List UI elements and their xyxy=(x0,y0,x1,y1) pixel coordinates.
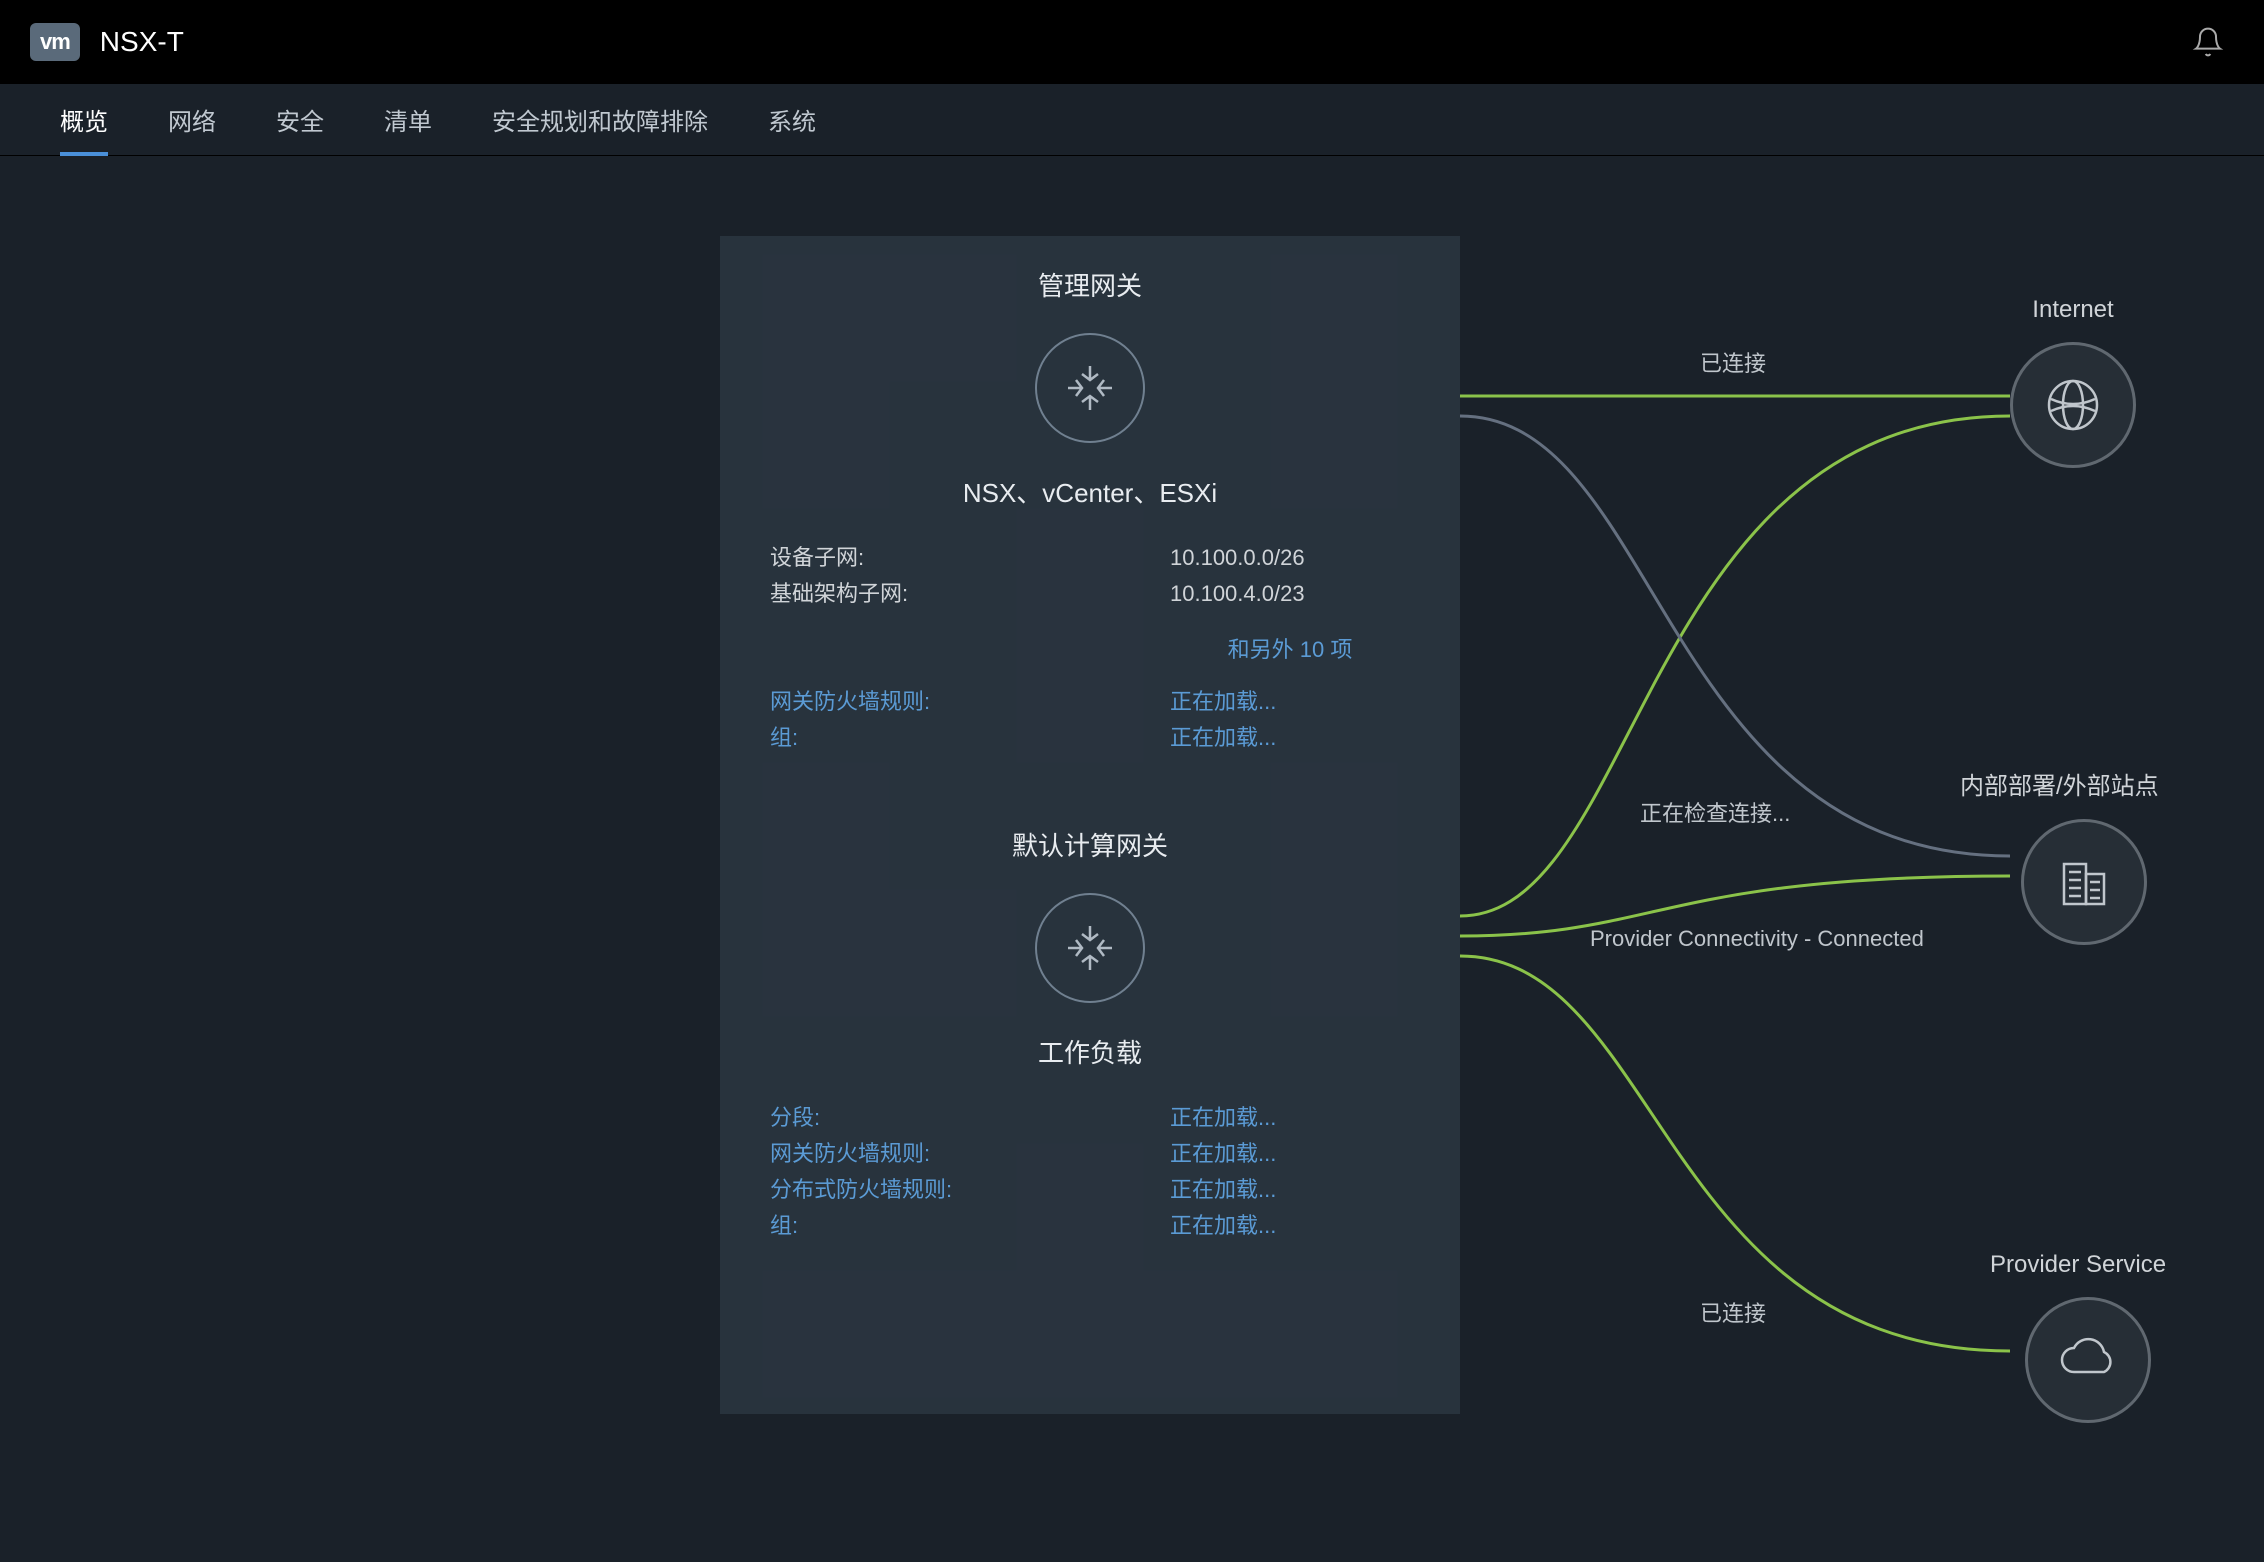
nav-bar: 概览 网络 安全 清单 安全规划和故障排除 系统 xyxy=(0,84,2264,156)
endpoint-internet: Internet xyxy=(2010,296,2136,468)
info-row: 网关防火墙规则: 正在加载... xyxy=(770,684,1410,720)
info-row: 分段: 正在加载... xyxy=(770,1100,1410,1136)
vm-logo: vm xyxy=(30,23,80,61)
loading-value[interactable]: 正在加载... xyxy=(1170,1172,1276,1208)
nav-tab-overview[interactable]: 概览 xyxy=(30,84,138,156)
nav-tab-inventory[interactable]: 清单 xyxy=(354,84,462,156)
app-header: vm NSX-T xyxy=(0,0,2264,84)
edge-label-onprem-provider: Provider Connectivity - Connected xyxy=(1590,926,1924,952)
firewall-rules-link[interactable]: 网关防火墙规则: xyxy=(770,684,1170,720)
building-icon[interactable] xyxy=(2021,819,2147,945)
edge-label-internet: 已连接 xyxy=(1700,346,1766,378)
info-row: 组: 正在加载... xyxy=(770,720,1410,756)
gateway-firewall-link[interactable]: 网关防火墙规则: xyxy=(770,1136,1170,1172)
groups-link[interactable]: 组: xyxy=(770,1208,1170,1244)
segments-link[interactable]: 分段: xyxy=(770,1100,1170,1136)
endpoint-onprem-label: 内部部署/外部站点 xyxy=(1960,766,2159,801)
info-row: 基础架构子网: 10.100.4.0/23 xyxy=(770,576,1410,612)
groups-link[interactable]: 组: xyxy=(770,720,1170,756)
main-area: 已连接 正在检查连接... Provider Connectivity - Co… xyxy=(0,156,2264,1562)
compute-gateway-section: 默认计算网关 工作负载 分段: 正在加载... 网关防火墙规则: 正在加载... xyxy=(770,826,1410,1244)
mgmt-gateway-subtitle: NSX、vCenter、ESXi xyxy=(770,473,1410,510)
mgmt-gateway-section: 管理网关 NSX、vCenter、ESXi 设备子网: 10.100.0.0/2… xyxy=(770,266,1410,756)
loading-value[interactable]: 正在加载... xyxy=(1170,684,1276,720)
info-row: 组: 正在加载... xyxy=(770,1208,1410,1244)
mgmt-gateway-title: 管理网关 xyxy=(770,266,1410,303)
info-value: 10.100.0.0/26 xyxy=(1170,540,1305,576)
edge-label-onprem-checking: 正在检查连接... xyxy=(1640,796,1790,828)
info-row: 网关防火墙规则: 正在加载... xyxy=(770,1136,1410,1172)
compute-gateway-icon xyxy=(1035,893,1145,1003)
info-label: 基础架构子网: xyxy=(770,576,1170,612)
nav-tab-security-planning[interactable]: 安全规划和故障排除 xyxy=(462,84,738,156)
loading-value[interactable]: 正在加载... xyxy=(1170,1100,1276,1136)
info-value: 10.100.4.0/23 xyxy=(1170,576,1305,612)
loading-value[interactable]: 正在加载... xyxy=(1170,1136,1276,1172)
nav-tab-security[interactable]: 安全 xyxy=(246,84,354,156)
info-label: 设备子网: xyxy=(770,540,1170,576)
loading-value[interactable]: 正在加载... xyxy=(1170,720,1276,756)
endpoint-provider-label: Provider Service xyxy=(1990,1251,2166,1279)
distributed-firewall-link[interactable]: 分布式防火墙规则: xyxy=(770,1172,1170,1208)
edge-label-provider: 已连接 xyxy=(1700,1296,1766,1328)
more-items-link[interactable]: 和另外 10 项 xyxy=(1170,632,1410,664)
cloud-icon[interactable] xyxy=(2025,1297,2151,1423)
compute-gateway-subtitle: 工作负载 xyxy=(770,1033,1410,1070)
endpoint-onprem: 内部部署/外部站点 xyxy=(1960,766,2159,945)
notification-bell-icon[interactable] xyxy=(2192,26,2224,63)
info-row: 设备子网: 10.100.0.0/26 xyxy=(770,540,1410,576)
endpoint-provider: Provider Service xyxy=(1990,1251,2166,1423)
endpoint-internet-label: Internet xyxy=(2032,296,2113,324)
gateway-panel: 管理网关 NSX、vCenter、ESXi 设备子网: 10.100.0.0/2… xyxy=(720,236,1460,1414)
nav-tab-system[interactable]: 系统 xyxy=(738,84,846,156)
nav-tab-network[interactable]: 网络 xyxy=(138,84,246,156)
loading-value[interactable]: 正在加载... xyxy=(1170,1208,1276,1244)
app-title: NSX-T xyxy=(100,26,184,58)
mgmt-gateway-icon xyxy=(1035,333,1145,443)
globe-icon[interactable] xyxy=(2010,342,2136,468)
compute-gateway-title: 默认计算网关 xyxy=(770,826,1410,863)
info-row: 分布式防火墙规则: 正在加载... xyxy=(770,1172,1410,1208)
